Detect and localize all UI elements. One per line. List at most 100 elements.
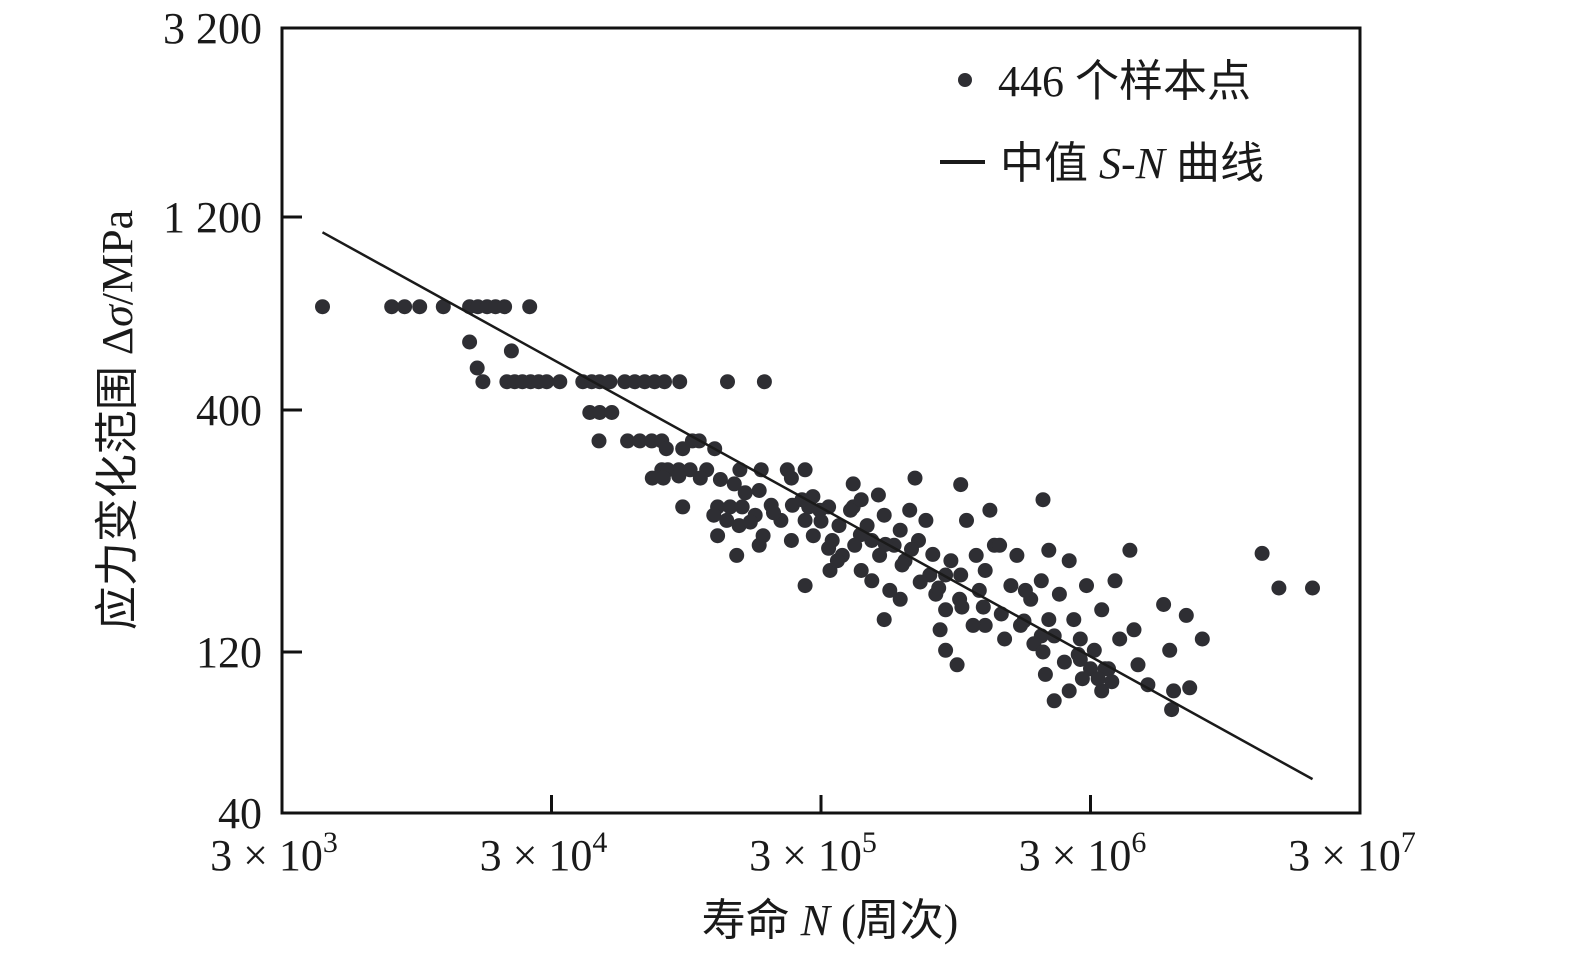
y-tick-label: 400	[196, 386, 262, 435]
data-point	[992, 537, 1008, 553]
data-point	[469, 360, 485, 376]
data-point	[658, 441, 674, 457]
data-point	[1033, 573, 1049, 589]
data-point	[632, 433, 648, 449]
data-point	[384, 299, 400, 315]
data-point	[907, 470, 923, 486]
data-point	[1090, 671, 1106, 687]
data-point	[872, 547, 888, 563]
x-tick-exponent: 3	[323, 826, 338, 859]
data-point	[864, 573, 880, 589]
data-point	[843, 502, 858, 518]
x-tick-label: 3 × 103	[210, 826, 338, 880]
data-point	[737, 485, 753, 501]
data-point	[1035, 644, 1051, 660]
data-point	[1156, 597, 1172, 612]
data-point	[1094, 683, 1110, 699]
data-point	[1074, 671, 1090, 687]
x-tick-base: 3 × 10	[1288, 831, 1401, 880]
data-point	[671, 468, 687, 484]
data-point	[797, 512, 813, 528]
legend-points-label: 446 个样本点	[998, 57, 1251, 106]
data-point	[1079, 578, 1094, 594]
x-tick-label: 3 × 107	[1288, 826, 1416, 880]
data-point	[943, 553, 959, 569]
data-point	[1051, 586, 1067, 602]
data-point	[1009, 547, 1025, 563]
x-tick-base: 3 × 10	[1019, 831, 1132, 880]
x-tick-exponent: 6	[1131, 826, 1146, 859]
data-point	[602, 374, 618, 390]
data-point	[829, 553, 845, 569]
data-point	[591, 433, 607, 449]
data-point	[497, 299, 513, 315]
data-point	[706, 507, 722, 523]
legend: 446 个样本点 中值 S-N 曲线	[940, 57, 1264, 188]
legend-line-var: S-N	[1099, 139, 1168, 188]
data-point	[904, 541, 919, 557]
data-point	[657, 374, 672, 390]
data-point	[1122, 542, 1138, 558]
data-point	[1086, 642, 1102, 658]
y-axis-title: 应力变化范围 Δσ/MPa	[93, 210, 142, 630]
data-point	[977, 617, 993, 633]
data-point	[751, 483, 767, 498]
data-point	[766, 505, 781, 521]
x-tick-label: 3 × 104	[480, 826, 608, 880]
data-point	[1066, 612, 1082, 628]
data-point	[831, 518, 847, 534]
data-point	[435, 299, 451, 315]
data-point	[1112, 631, 1128, 647]
data-point	[821, 540, 837, 556]
data-point	[734, 499, 750, 515]
data-point	[552, 374, 568, 390]
data-point	[1104, 674, 1120, 690]
data-point	[902, 502, 918, 518]
x-title-var: N	[800, 896, 833, 945]
y-tick-label: 3 200	[163, 4, 262, 53]
data-point	[876, 612, 892, 628]
data-point	[1046, 693, 1062, 709]
data-point	[1041, 542, 1057, 558]
data-point	[1094, 602, 1110, 618]
data-point	[845, 476, 861, 492]
data-point	[1107, 573, 1123, 589]
data-point	[672, 374, 688, 390]
data-point	[954, 599, 970, 615]
data-point	[1035, 492, 1051, 508]
data-point	[805, 528, 821, 544]
data-point	[783, 470, 799, 486]
x-title-prefix: 寿命	[702, 896, 801, 945]
data-point	[918, 512, 934, 528]
data-point	[722, 499, 738, 515]
data-point	[876, 507, 892, 523]
x-tick-base: 3 × 10	[480, 831, 593, 880]
data-point	[1178, 607, 1194, 623]
y-title-prefix: 应力变化范围 Δ	[93, 327, 142, 630]
x-tick-label: 3 × 106	[1019, 826, 1147, 880]
x-tick-exponent: 4	[592, 826, 607, 859]
data-point	[503, 343, 519, 359]
data-point	[1072, 652, 1088, 667]
data-point	[925, 546, 941, 562]
data-point	[965, 617, 981, 633]
data-point	[949, 657, 965, 673]
data-point	[912, 574, 928, 590]
x-tick-base: 3 × 10	[749, 831, 862, 880]
data-point	[675, 499, 691, 515]
data-point	[692, 470, 708, 486]
data-point	[712, 472, 728, 487]
data-point	[315, 299, 330, 315]
data-point	[797, 578, 813, 594]
data-point	[997, 631, 1013, 647]
data-point	[812, 502, 828, 518]
data-point	[397, 299, 413, 315]
data-point	[975, 599, 991, 615]
data-point	[1037, 666, 1053, 682]
data-point	[813, 513, 829, 529]
data-point	[1140, 677, 1156, 693]
data-point	[783, 533, 799, 548]
data-point	[1164, 702, 1180, 718]
data-point	[1130, 657, 1146, 673]
